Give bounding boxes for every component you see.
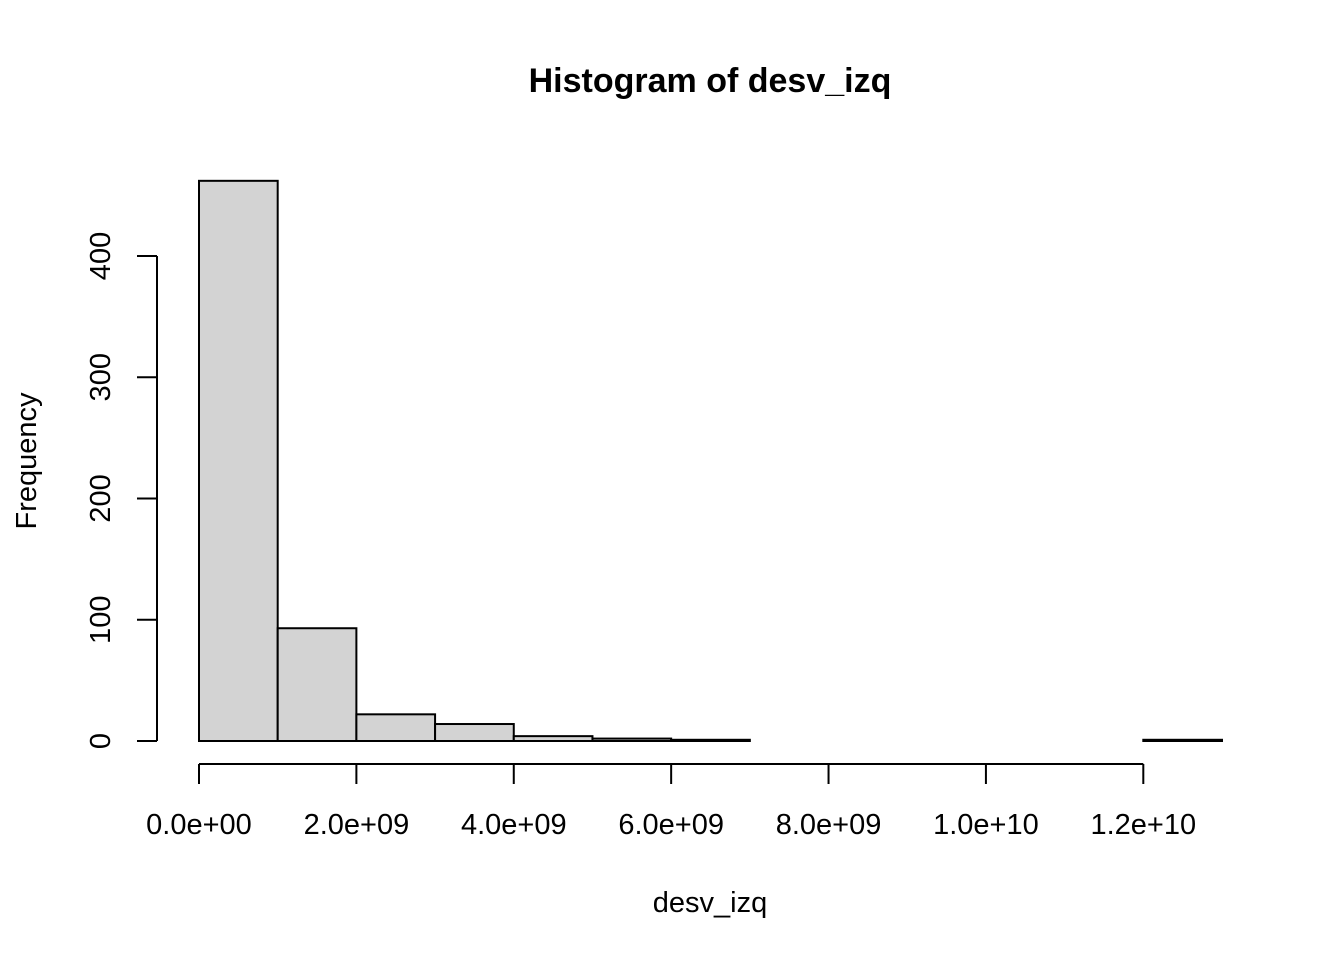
x-tick-label: 8.0e+09: [776, 809, 882, 841]
y-tick-label: 400: [85, 232, 117, 280]
x-tick-label: 0.0e+00: [146, 809, 252, 841]
histogram-bar: [434, 723, 515, 743]
histogram-bar: [670, 738, 751, 742]
histogram-bar: [355, 713, 437, 743]
y-tick-label: 200: [85, 474, 117, 522]
histogram-bar: [198, 179, 279, 742]
y-tick-label: 300: [85, 353, 117, 401]
x-axis-label: desv_izq: [653, 887, 767, 919]
x-axis: 0.0e+00 2.0e+09 4.0e+09 6.0e+09 8.0e+09 1.0e+…: [146, 763, 1196, 841]
y-tick-label: 100: [85, 596, 117, 644]
y-axis: 0 100 200 300 400: [85, 232, 158, 749]
x-tick-label: 4.0e+09: [461, 809, 567, 841]
histogram-bar: [512, 735, 594, 743]
chart-title: Histogram of desv_izq: [529, 62, 892, 100]
bars-group: [198, 179, 1224, 743]
y-tick-label: 0: [85, 733, 117, 749]
x-tick-label: 2.0e+09: [304, 809, 410, 841]
x-tick-label: 1.0e+10: [933, 809, 1039, 841]
histogram-bar: [1142, 738, 1224, 742]
histogram-bar: [276, 627, 358, 742]
histogram-bar: [591, 737, 673, 743]
y-axis-label: Frequency: [11, 392, 43, 530]
x-tick-label: 1.2e+10: [1090, 809, 1196, 841]
x-tick-label: 6.0e+09: [618, 809, 724, 841]
